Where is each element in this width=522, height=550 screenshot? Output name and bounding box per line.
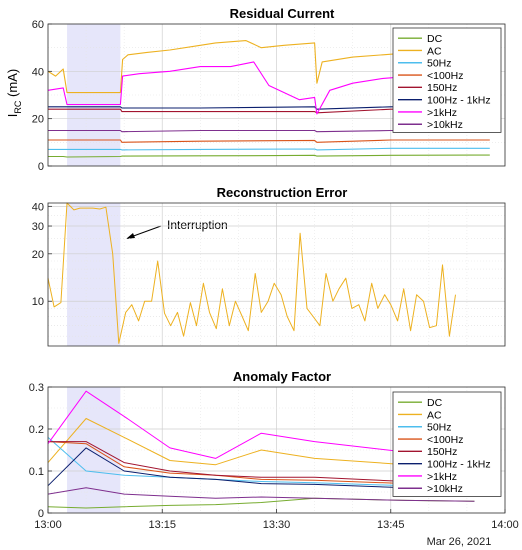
reconstruction-error-title: Reconstruction Error [217, 185, 348, 200]
legend-label: 50Hz [427, 422, 452, 434]
x-tick-label: 13:15 [148, 519, 176, 531]
reconstruction-error-panel: Reconstruction Error Interruption 10 20 30… [32, 185, 506, 347]
legend-label: 100Hz - 1kHz [427, 458, 491, 470]
legend-label: >10kHz [427, 119, 463, 131]
ylabel-main: I [5, 114, 20, 118]
interruption-arrowhead [126, 233, 135, 239]
residual-current-ylabel: IRC (mA) [5, 69, 23, 117]
series-line-100hz-1khz [47, 447, 475, 491]
series-line-150hz [48, 108, 490, 114]
anomaly-factor-title: Anomaly Factor [233, 369, 331, 384]
x-tick-label: 13:30 [263, 519, 291, 531]
axes-frame [47, 202, 506, 347]
y-tick-label: 20 [32, 114, 44, 126]
legend-box [392, 391, 502, 497]
series-line--1khz [47, 390, 475, 459]
x-tick-label: 14:00 [491, 519, 519, 531]
legend-label: 100Hz - 1kHz [427, 94, 491, 106]
y-tick-label: 0.2 [29, 424, 44, 436]
y-tick-label: 40 [32, 66, 44, 78]
y-tick-label: 60 [32, 19, 44, 31]
legend-label: DC [427, 397, 443, 409]
anomaly-factor-panel: Anomaly Factor Mar 26, 2021 0 0.1 0.2 0.3 13… [29, 369, 519, 548]
y-tick-label: 0.3 [29, 382, 44, 394]
series-line--100hz [48, 139, 490, 143]
series-line-100hz-1khz [48, 106, 490, 110]
interruption-annotation: Interruption [167, 218, 228, 232]
y-tick-label: 30 [32, 221, 44, 233]
series-line--10khz [48, 129, 490, 133]
legend-label: >10kHz [427, 483, 463, 495]
y-tick-label: 0 [38, 161, 44, 173]
series-line-50hz [48, 147, 490, 151]
y-tick-label: 20 [32, 249, 44, 261]
residual-current-panel: Residual Current IRC (mA) 0 20 40 60 DCAC50H… [5, 6, 506, 173]
series-line-dc [48, 154, 490, 158]
legend-label: <100Hz [427, 70, 463, 82]
legend-label: 150Hz [427, 82, 457, 94]
ylabel-unit: (mA) [5, 69, 20, 101]
legend-label: >1kHz [427, 471, 457, 483]
y-tick-label: 40 [32, 201, 44, 213]
legend-box [392, 27, 502, 133]
legend-label: 50Hz [427, 58, 452, 70]
legend-label: DC [427, 33, 443, 45]
series-line-ac [47, 418, 475, 470]
axes-frame [47, 23, 506, 167]
residual-current-title: Residual Current [230, 6, 335, 21]
y-tick-label: 0 [38, 508, 44, 520]
interruption-shade [67, 203, 121, 346]
series-line-error [47, 202, 456, 344]
y-tick-label: 0.1 [29, 466, 44, 478]
y-tick-label: 10 [32, 296, 44, 308]
legend-label: AC [427, 45, 442, 57]
series-line--10khz [47, 487, 475, 502]
date-label: Mar 26, 2021 [427, 536, 492, 548]
legend-label: AC [427, 409, 442, 421]
legend-label: <100Hz [427, 434, 463, 446]
ylabel-sub: RC [13, 100, 23, 113]
series-line-150hz [48, 441, 475, 485]
x-tick-label: 13:45 [377, 519, 405, 531]
legend-label: >1kHz [427, 107, 457, 119]
x-tick-label: 13:00 [34, 519, 62, 531]
legend-label: 150Hz [427, 446, 457, 458]
